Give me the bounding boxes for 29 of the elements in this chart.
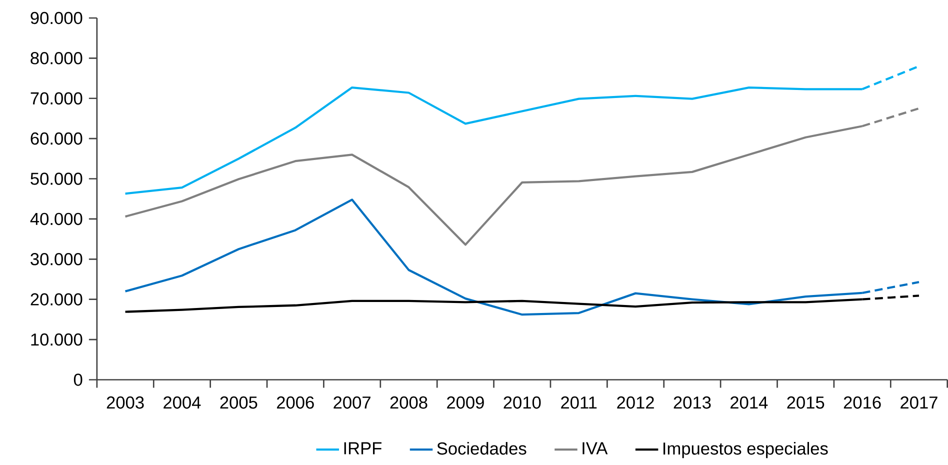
x-tick-label: 2016 — [844, 396, 881, 409]
x-tick-label: 2017 — [900, 396, 938, 409]
y-tick-label: 70.000 — [30, 92, 82, 105]
legend-label: IVA — [582, 442, 608, 454]
x-tick-label: 2015 — [787, 396, 824, 409]
legend-label: Sociedades — [437, 442, 526, 455]
x-tick-label: 2008 — [390, 396, 428, 409]
y-tick-label: 80.000 — [30, 52, 82, 64]
legend-label: Impuestos especiales — [664, 442, 828, 458]
x-tick-label: 2011 — [561, 396, 597, 409]
y-tick-label: 10.000 — [31, 334, 82, 346]
x-tick-label: 2014 — [730, 396, 768, 409]
y-tick-label: 60.000 — [30, 132, 82, 145]
y-tick-label: 40.000 — [30, 212, 82, 226]
x-tick-label: 2010 — [504, 396, 541, 409]
x-tick-label: 2009 — [447, 396, 484, 409]
legend-label: IRPF — [344, 442, 382, 454]
x-tick-label: 2006 — [276, 396, 314, 409]
y-tick-label: 50.000 — [30, 172, 82, 186]
x-tick-label: 2012 — [617, 396, 654, 409]
y-tick-label: 0 — [74, 374, 82, 386]
x-tick-label: 2005 — [220, 396, 258, 409]
x-tick-label: 2004 — [164, 396, 201, 409]
x-tick-label: 2003 — [106, 396, 144, 409]
y-tick-label: 90.000 — [30, 12, 82, 24]
y-tick-label: 30.000 — [30, 253, 82, 266]
y-tick-label: 20.000 — [30, 293, 82, 306]
x-tick-label: 2013 — [674, 396, 711, 409]
x-tick-label: 2007 — [334, 396, 370, 409]
